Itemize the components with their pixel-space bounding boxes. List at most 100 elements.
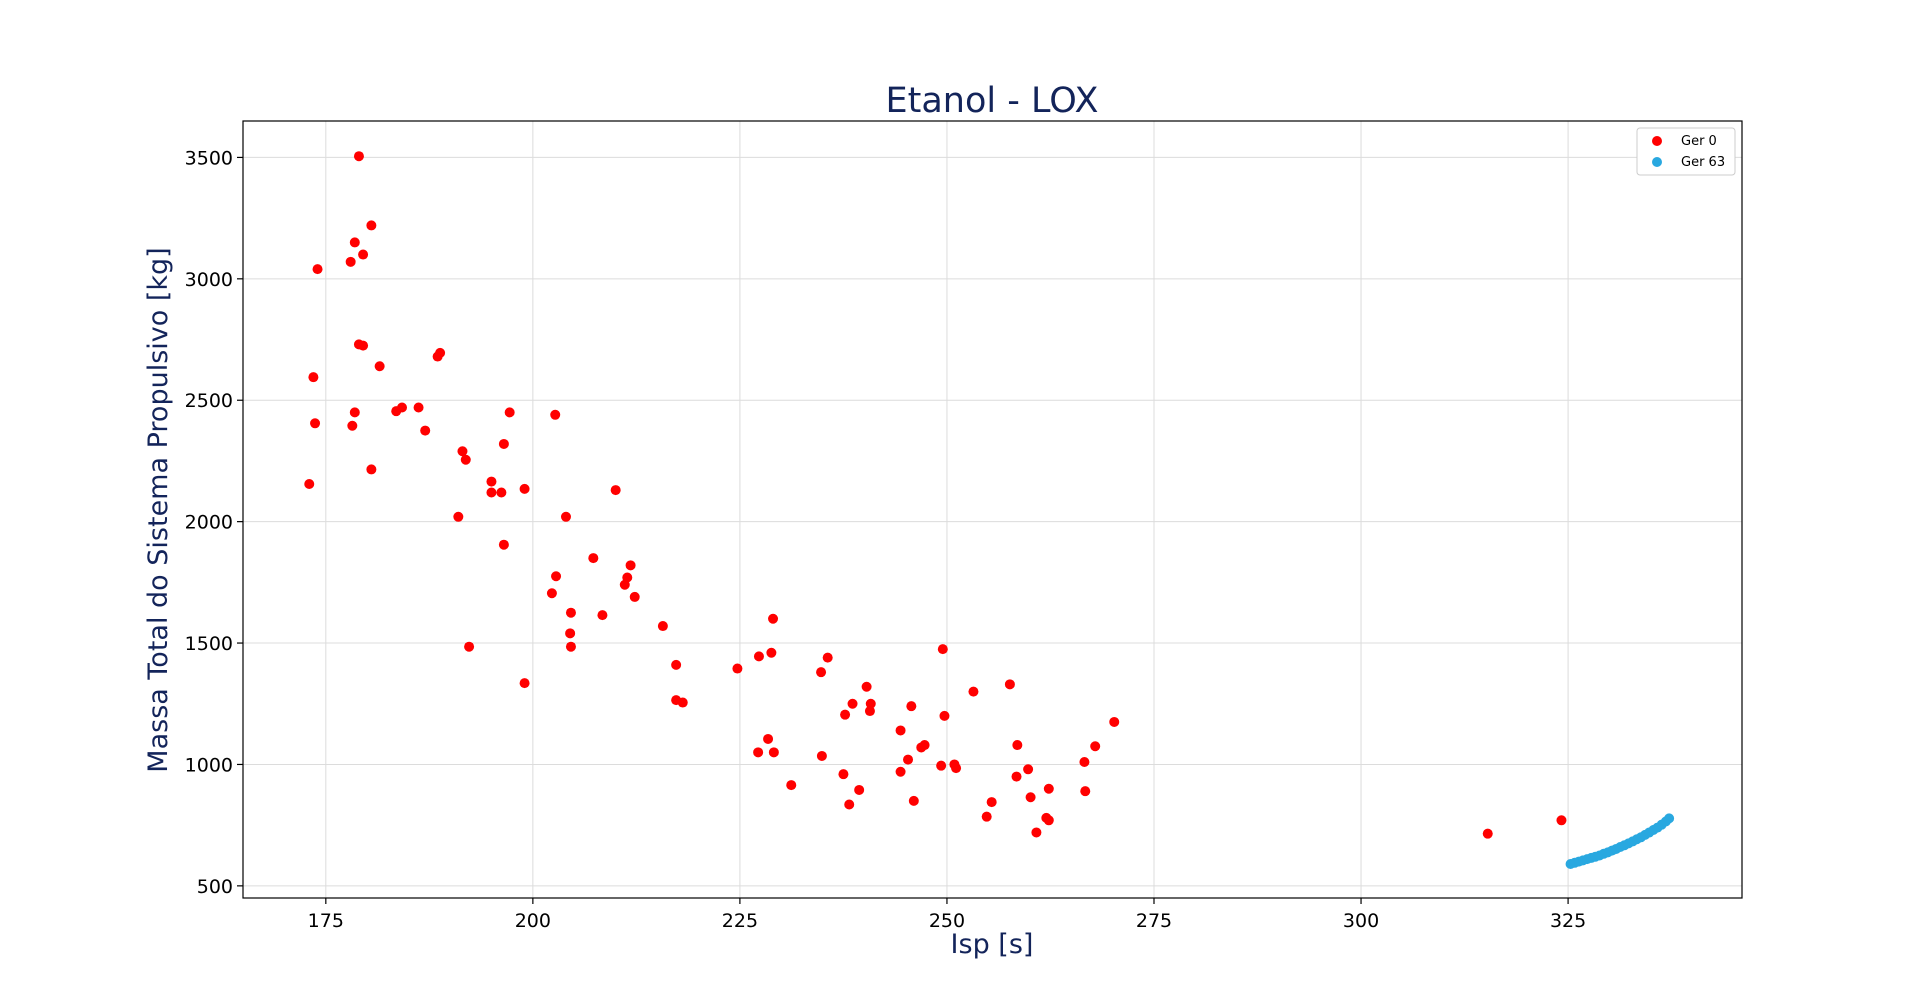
point-ger-0 — [671, 659, 682, 670]
point-ger-0 — [847, 698, 858, 709]
point-ger-0 — [844, 799, 855, 810]
point-ger-0 — [903, 754, 914, 765]
point-ger-0 — [310, 418, 321, 429]
point-ger-0 — [908, 795, 919, 806]
grid-lines — [243, 121, 1742, 898]
x-tick-label: 250 — [929, 910, 965, 932]
point-ger-0 — [763, 733, 774, 744]
point-ger-0 — [435, 347, 446, 358]
y-tick-label: 2000 — [185, 512, 233, 534]
point-ger-0 — [304, 479, 315, 490]
point-ger-0 — [840, 709, 851, 720]
point-ger-0 — [353, 151, 364, 162]
point-ger-0 — [347, 420, 358, 431]
point-ger-0 — [565, 607, 576, 618]
point-ger-0 — [453, 511, 464, 522]
point-ger-0 — [358, 340, 369, 351]
point-ger-0 — [937, 644, 948, 655]
point-ger-0 — [349, 407, 360, 418]
y-tick-label: 1500 — [185, 633, 233, 655]
x-tick-label: 225 — [722, 910, 758, 932]
point-ger-0 — [486, 487, 497, 498]
point-ger-0 — [1004, 679, 1015, 690]
point-ger-0 — [906, 701, 917, 712]
point-ger-0 — [981, 811, 992, 822]
point-ger-0 — [619, 579, 630, 590]
plot-area-frame — [242, 120, 1743, 899]
legend: Ger 0 Ger 63 — [1636, 127, 1736, 176]
axis-ticks: 175 200 225 250 275 300 325 500 1000 1500 2000 2500… — [185, 147, 1587, 932]
point-ger-0 — [838, 769, 849, 780]
point-ger-0 — [766, 647, 777, 658]
y-tick-label: 3000 — [185, 269, 233, 291]
point-ger-0 — [822, 652, 833, 663]
point-ger-0 — [366, 220, 377, 231]
point-ger-0 — [546, 588, 557, 599]
point-ger-0 — [768, 747, 779, 758]
point-ger-0 — [560, 511, 571, 522]
point-ger-0 — [551, 571, 562, 582]
x-tick-label: 325 — [1550, 910, 1586, 932]
point-ger-0 — [986, 797, 997, 808]
point-ger-0 — [854, 784, 865, 795]
point-ger-0 — [1109, 716, 1120, 727]
point-ger-0 — [550, 409, 561, 420]
data-points — [304, 151, 1675, 870]
point-ger-0 — [629, 591, 640, 602]
y-axis-title: Massa Total do Sistema Propulsivo [kg] — [143, 247, 174, 772]
point-ger-0 — [1012, 740, 1023, 751]
point-ger-0 — [366, 464, 377, 475]
point-ger-0 — [1011, 771, 1022, 782]
x-tick-label: 275 — [1136, 910, 1172, 932]
point-ger-0 — [1080, 786, 1091, 797]
point-ger-0 — [345, 256, 356, 267]
point-ger-0 — [312, 264, 323, 275]
point-ger-0 — [816, 667, 827, 678]
point-ger-0 — [816, 750, 827, 761]
legend-marker-ger-0 — [1652, 136, 1662, 146]
point-ger-0 — [1482, 828, 1493, 839]
point-ger-0 — [308, 372, 319, 383]
point-ger-0 — [677, 697, 688, 708]
point-ger-0 — [457, 446, 468, 457]
point-ger-0 — [732, 663, 743, 674]
point-ger-0 — [519, 483, 530, 494]
point-ger-0 — [895, 725, 906, 736]
point-ger-0 — [1556, 815, 1567, 826]
legend-label-ger-0: Ger 0 — [1681, 134, 1717, 149]
point-ger-0 — [565, 628, 576, 639]
point-ger-0 — [1043, 815, 1054, 826]
point-ger-0 — [861, 681, 872, 692]
point-ger-0 — [349, 237, 360, 248]
point-ger-0 — [1079, 757, 1090, 768]
point-ger-0 — [358, 249, 369, 260]
point-ger-0 — [968, 686, 979, 697]
point-ger-0 — [951, 763, 962, 774]
point-ger-0 — [460, 454, 471, 465]
chart-title: Etanol - LOX — [885, 81, 1098, 121]
point-ger-0 — [786, 780, 797, 791]
point-ger-0 — [374, 361, 385, 372]
x-tick-label: 175 — [308, 910, 344, 932]
point-ger-0 — [504, 407, 515, 418]
point-ger-0 — [768, 613, 779, 624]
point-ger-0 — [753, 651, 764, 662]
point-ger-0 — [753, 747, 764, 758]
point-ger-0 — [397, 402, 408, 413]
point-ger-0 — [588, 553, 599, 564]
point-ger-0 — [498, 438, 509, 449]
x-axis-title: Isp [s] — [951, 929, 1034, 960]
point-ger-0 — [519, 678, 530, 689]
x-tick-label: 300 — [1343, 910, 1379, 932]
point-ger-0 — [939, 710, 950, 721]
point-ger-0 — [865, 698, 876, 709]
point-ger-0 — [864, 706, 875, 717]
point-ger-0 — [1023, 764, 1034, 775]
x-tick-label: 200 — [515, 910, 551, 932]
y-tick-label: 500 — [197, 876, 233, 898]
y-tick-label: 1000 — [185, 754, 233, 776]
point-ger-0 — [657, 621, 668, 632]
legend-label-ger-63: Ger 63 — [1681, 155, 1725, 170]
point-ger-0 — [936, 760, 947, 771]
point-ger-0 — [1043, 783, 1054, 794]
